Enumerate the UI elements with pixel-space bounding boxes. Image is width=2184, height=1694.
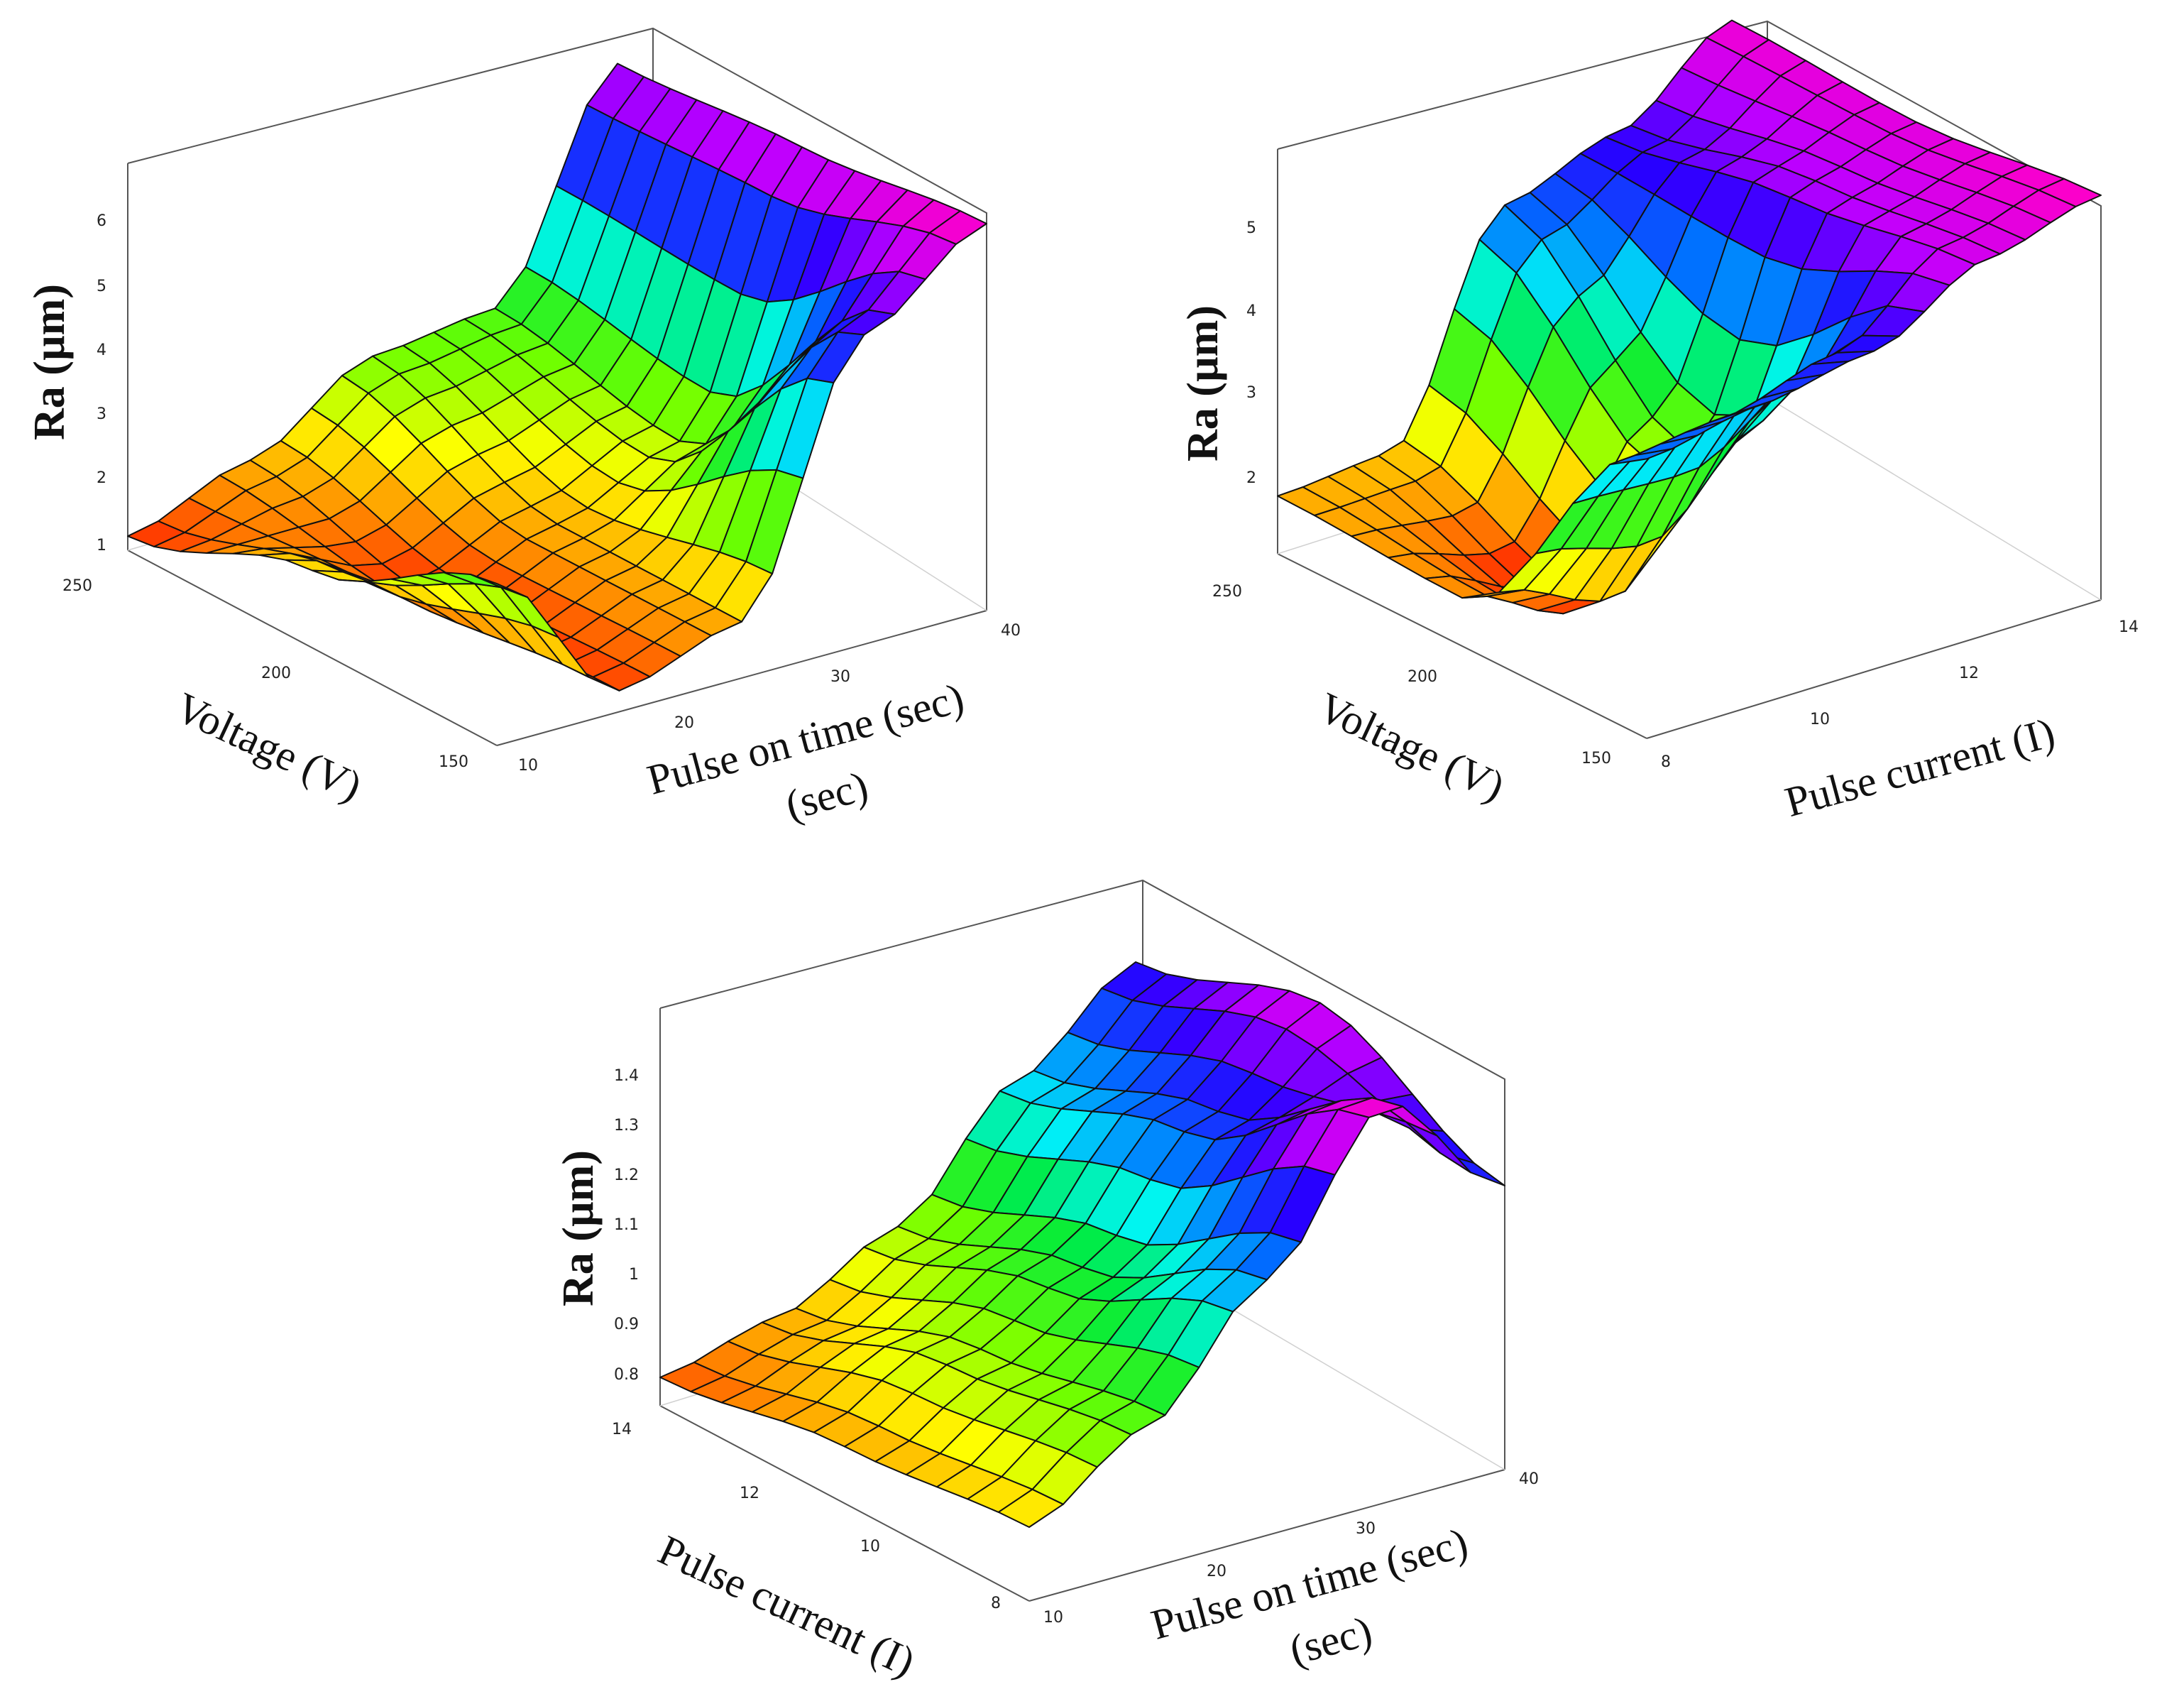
z-tick-label: 5: [97, 278, 106, 295]
surface-plot-2: 2 3 4 5 250 200 150 8 10 12 14 Ra (µm) V…: [1157, 0, 2179, 831]
z-tick-label: 1: [629, 1266, 639, 1284]
surface-facets-3: [659, 961, 1505, 1528]
surface-facet: [469, 574, 529, 599]
z-axis-title: Ra (µm): [1179, 305, 1227, 461]
axis-floor-background: [646, 1406, 1519, 1647]
y-tick-label: 10: [860, 1538, 880, 1556]
z-axis-title: Ra (µm): [26, 284, 74, 440]
y-tick-label: 150: [439, 753, 468, 771]
surface-plot-1-svg: 1 2 3 4 5 6 250 200 150 10 20 30 40 Ra (…: [26, 27, 1021, 829]
x-tick-label: 10: [1043, 1609, 1063, 1627]
x-tick-labels-2: 8 10 12 14: [1661, 618, 2139, 771]
axis-floor-background: [1263, 554, 2115, 781]
z-tick-label: 1.1: [614, 1216, 639, 1234]
x-tick-labels-1: 10 20 30 40: [518, 622, 1021, 775]
y-tick-label: 14: [612, 1421, 632, 1438]
x-tick-label: 12: [1959, 665, 1979, 682]
z-tick-labels-3: 0.8 0.9 1 1.1 1.2 1.3 1.4: [614, 1067, 639, 1384]
z-tick-label: 1.3: [614, 1117, 639, 1135]
x-tick-label: 20: [1207, 1563, 1227, 1580]
y-tick-labels-2: 250 200 150: [1212, 583, 1611, 767]
surface-plot-1: 1 2 3 4 5 6 250 200 150 10 20 30 40 Ra (…: [0, 0, 1093, 831]
x-tick-label: 40: [1001, 622, 1021, 640]
z-tick-label: 1.4: [614, 1067, 639, 1085]
z-tick-label: 1: [97, 537, 106, 554]
surface-plot-3: 0.8 0.9 1 1.1 1.2 1.3 1.4 14 12 10 8 10 …: [525, 859, 1562, 1690]
y-tick-label: 200: [261, 665, 291, 682]
x-tick-label: 20: [674, 714, 694, 732]
surface-facets-1: [127, 62, 987, 692]
z-tick-label: 4: [97, 341, 106, 359]
surface-facets-2: [1277, 19, 2102, 615]
box-lines: [127, 27, 987, 746]
y-tick-labels-3: 14 12 10 8: [612, 1421, 1001, 1612]
z-tick-labels-2: 2 3 4 5: [1246, 219, 1256, 487]
z-tick-label: 6: [97, 212, 106, 230]
x-axis-title-unit: (sec): [781, 763, 873, 829]
x-tick-label: 14: [2119, 618, 2139, 636]
surface-facet: [997, 1488, 1064, 1528]
z-tick-label: 5: [1246, 219, 1256, 237]
z-tick-label: 3: [97, 405, 106, 423]
z-axis-title: Ra (µm): [554, 1150, 603, 1306]
x-tick-label: 40: [1519, 1470, 1539, 1488]
x-tick-label: 10: [1810, 711, 1830, 728]
z-tick-label: 2: [97, 469, 106, 487]
surface-plot-3-svg: 0.8 0.9 1 1.1 1.2 1.3 1.4 14 12 10 8 10 …: [554, 879, 1539, 1685]
x-tick-labels-3: 10 20 30 40: [1043, 1470, 1539, 1627]
y-tick-labels-1: 250 200 150: [62, 577, 468, 771]
y-tick-label: 250: [1212, 583, 1242, 601]
surface-plot-2-svg: 2 3 4 5 250 200 150 8 10 12 14 Ra (µm) V…: [1179, 19, 2139, 826]
z-tick-label: 2: [1246, 469, 1256, 487]
z-tick-label: 1.2: [614, 1166, 639, 1184]
y-tick-label: 8: [991, 1595, 1001, 1612]
x-tick-label: 30: [830, 668, 850, 686]
surface-facet: [1609, 448, 1673, 466]
y-tick-label: 150: [1581, 750, 1611, 767]
z-tick-label: 4: [1246, 302, 1256, 320]
z-tick-label: 3: [1246, 384, 1256, 402]
x-tick-label: 10: [518, 757, 538, 775]
z-tick-label: 0.8: [614, 1366, 639, 1384]
y-tick-label: 200: [1407, 668, 1437, 686]
z-tick-label: 0.9: [614, 1316, 639, 1333]
y-tick-label: 250: [62, 577, 92, 595]
z-tick-labels-1: 1 2 3 4 5 6: [97, 212, 106, 554]
axis-floor-background: [121, 550, 1001, 781]
x-tick-label: 30: [1356, 1520, 1376, 1538]
x-tick-label: 8: [1661, 753, 1671, 771]
y-tick-label: 12: [740, 1485, 759, 1502]
